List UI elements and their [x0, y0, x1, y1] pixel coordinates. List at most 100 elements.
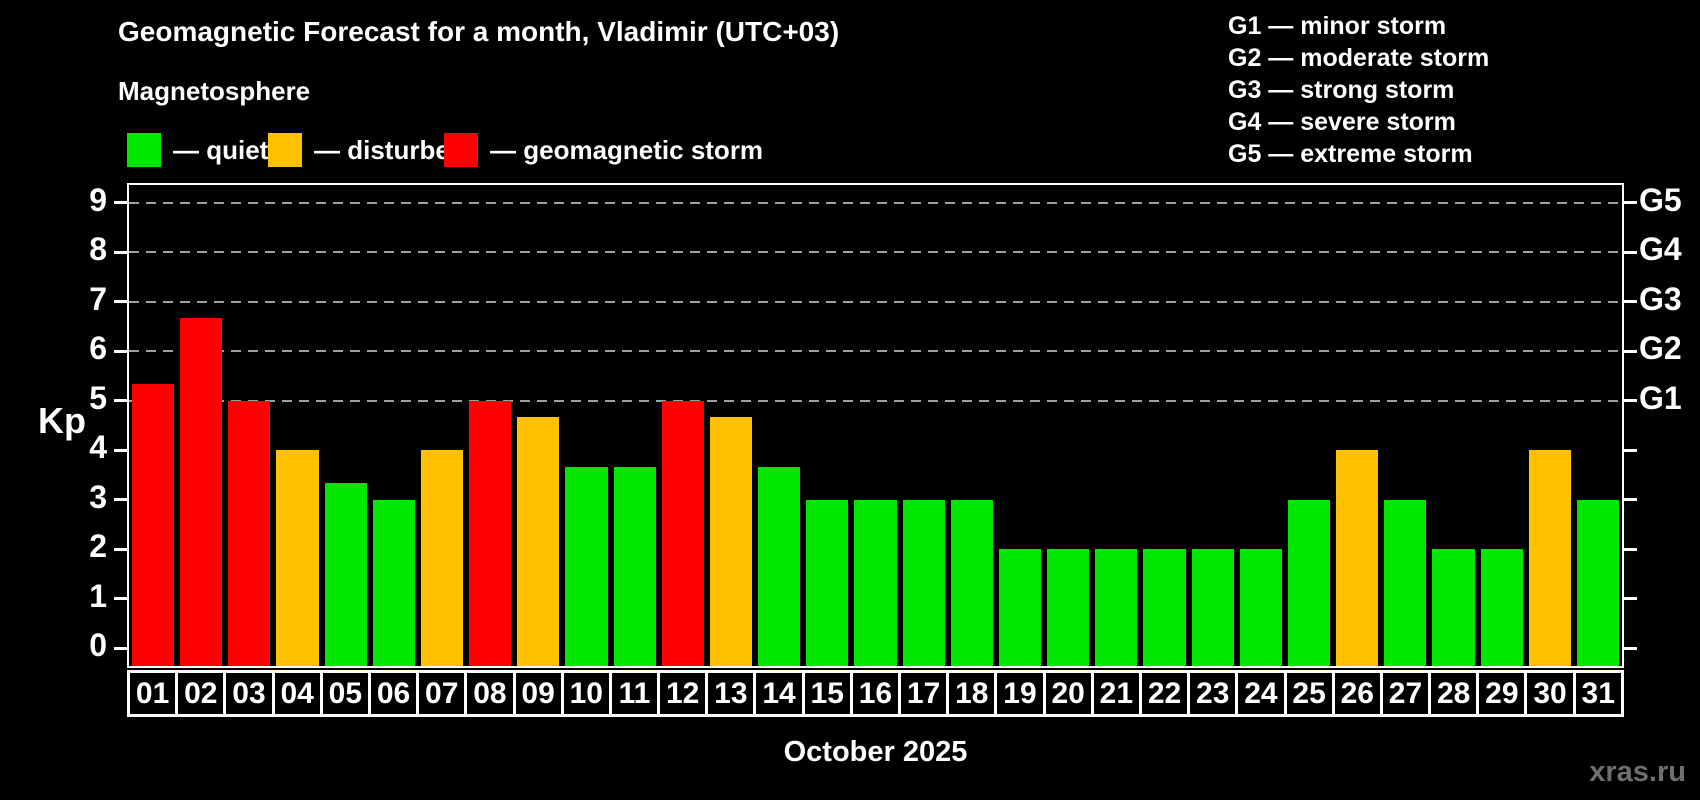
- y-axis-tick-label: 0: [89, 627, 107, 664]
- y-axis-tick-label: 4: [89, 429, 107, 466]
- legend-item-storm: — geomagnetic storm: [444, 133, 763, 167]
- y-axis-tick: [114, 250, 127, 254]
- day-label-04: 04: [271, 673, 320, 714]
- y-axis-tick-label: 8: [89, 231, 107, 268]
- y-axis-tick: [114, 399, 127, 403]
- legend-swatch-quiet: [127, 133, 161, 167]
- right-axis-tick: [1624, 250, 1637, 254]
- bar-day-18: [950, 499, 993, 666]
- day-label-18: 18: [946, 673, 994, 714]
- bar-day-01: [132, 384, 175, 666]
- day-label-16: 16: [849, 673, 898, 714]
- bar-day-29: [1480, 549, 1523, 666]
- right-axis-tick: [1624, 498, 1637, 502]
- chart-title: Geomagnetic Forecast for a month, Vladim…: [118, 16, 840, 47]
- bar-day-17: [902, 499, 945, 666]
- y-axis-tick: [114, 646, 127, 650]
- day-label-12: 12: [657, 673, 705, 714]
- day-label-03: 03: [223, 673, 271, 714]
- bar-day-22: [1143, 549, 1186, 666]
- gridline-kp-7: [129, 300, 1622, 303]
- bar-day-05: [324, 483, 367, 666]
- g-axis-label-g2: G2: [1639, 330, 1682, 367]
- bar-day-23: [1191, 549, 1234, 666]
- y-axis-tick: [114, 547, 127, 551]
- y-axis-tick: [114, 349, 127, 353]
- y-axis-tick: [114, 448, 127, 452]
- day-label-09: 09: [512, 673, 561, 714]
- day-label-27: 27: [1379, 673, 1428, 714]
- y-axis-tick-label: 1: [89, 577, 107, 614]
- y-axis-tick: [114, 498, 127, 502]
- bar-day-13: [709, 417, 753, 666]
- right-axis-tick: [1624, 547, 1637, 551]
- day-label-11: 11: [608, 673, 657, 714]
- day-label-15: 15: [801, 673, 850, 714]
- y-axis-tick: [114, 597, 127, 601]
- y-axis-tick-label: 9: [89, 181, 107, 218]
- g-axis-label-g3: G3: [1639, 280, 1682, 317]
- bar-day-28: [1432, 549, 1475, 666]
- bar-day-09: [517, 417, 560, 666]
- legend-label-disturbed: — disturbed: [314, 134, 466, 165]
- right-axis-tick: [1624, 646, 1637, 650]
- bar-day-31: [1576, 499, 1619, 666]
- bar-day-12: [661, 400, 704, 666]
- bar-day-02: [180, 318, 223, 666]
- day-label-07: 07: [416, 673, 464, 714]
- watermark: xras.ru: [1589, 756, 1686, 788]
- day-label-05: 05: [319, 673, 368, 714]
- legend-label-storm: — geomagnetic storm: [490, 134, 764, 165]
- g-legend-line-g1: G1 — minor storm: [1228, 12, 1447, 40]
- chart-subtitle: Magnetosphere: [118, 76, 311, 106]
- day-label-17: 17: [898, 673, 946, 714]
- day-label-22: 22: [1138, 673, 1187, 714]
- bar-day-16: [854, 499, 897, 666]
- status-legend: — quiet — disturbed — geomagnetic storm: [127, 133, 827, 167]
- g-axis-label-g4: G4: [1639, 231, 1682, 268]
- legend-label-quiet: — quiet: [173, 134, 269, 165]
- day-label-20: 20: [1042, 673, 1091, 714]
- y-axis-tick: [114, 201, 127, 205]
- day-label-13: 13: [705, 673, 753, 714]
- day-label-30: 30: [1524, 673, 1572, 714]
- bar-day-21: [1095, 549, 1138, 666]
- y-axis-title: Kp: [38, 400, 86, 441]
- right-axis-tick: [1624, 349, 1637, 353]
- g-axis-label-g1: G1: [1639, 379, 1682, 416]
- day-label-24: 24: [1235, 673, 1283, 714]
- y-axis-tick-label: 7: [89, 280, 107, 317]
- bar-day-10: [565, 466, 608, 666]
- day-label-08: 08: [464, 673, 512, 714]
- bar-day-07: [420, 450, 464, 666]
- right-axis-tick: [1624, 300, 1637, 304]
- bar-day-04: [276, 450, 319, 666]
- g-legend-line-g3: G3 — strong storm: [1228, 76, 1455, 104]
- g-legend-line-g2: G2 — moderate storm: [1228, 44, 1490, 72]
- bar-day-30: [1528, 450, 1571, 666]
- day-label-10: 10: [560, 673, 609, 714]
- x-axis-title: October 2025: [783, 736, 968, 768]
- legend-swatch-disturbed: [268, 133, 302, 167]
- y-axis-tick-label: 2: [89, 528, 107, 565]
- day-label-25: 25: [1283, 673, 1332, 714]
- gridline-kp-6: [129, 350, 1622, 353]
- bar-day-08: [469, 400, 512, 666]
- g-axis-label-g5: G5: [1639, 181, 1682, 218]
- g-legend-line-g4: G4 — severe storm: [1228, 108, 1456, 136]
- bar-day-27: [1384, 499, 1427, 666]
- gridline-kp-9: [129, 201, 1622, 204]
- bar-day-24: [1239, 549, 1282, 666]
- day-label-23: 23: [1187, 673, 1235, 714]
- day-label-06: 06: [367, 673, 416, 714]
- right-axis-tick: [1624, 448, 1637, 452]
- bar-day-20: [1047, 549, 1090, 666]
- day-label-19: 19: [994, 673, 1042, 714]
- legend-swatch-storm: [444, 133, 478, 167]
- bar-day-19: [998, 549, 1042, 666]
- bar-day-15: [806, 499, 849, 666]
- x-axis-day-labels: 01 02 03 04 05 06 07 08 09 10 11 12 13 14 15 16 17 18 19 20…: [127, 670, 1624, 717]
- legend-item-quiet: — quiet: [127, 133, 268, 167]
- day-label-14: 14: [753, 673, 801, 714]
- gridline-kp-8: [129, 251, 1622, 254]
